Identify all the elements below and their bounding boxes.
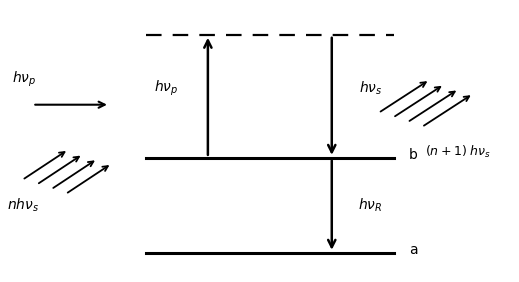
- Text: b: b: [409, 148, 418, 162]
- Text: a: a: [409, 243, 418, 257]
- Text: $(n+1)$ $h\nu_s$: $(n+1)$ $h\nu_s$: [425, 144, 491, 160]
- Text: $nh\nu_s$: $nh\nu_s$: [7, 197, 39, 214]
- Text: $h\nu_R$: $h\nu_R$: [358, 197, 383, 214]
- Text: $h\nu_s$: $h\nu_s$: [359, 79, 382, 97]
- Text: $h\nu_p$: $h\nu_p$: [12, 70, 36, 89]
- Text: $h\nu_p$: $h\nu_p$: [155, 78, 179, 98]
